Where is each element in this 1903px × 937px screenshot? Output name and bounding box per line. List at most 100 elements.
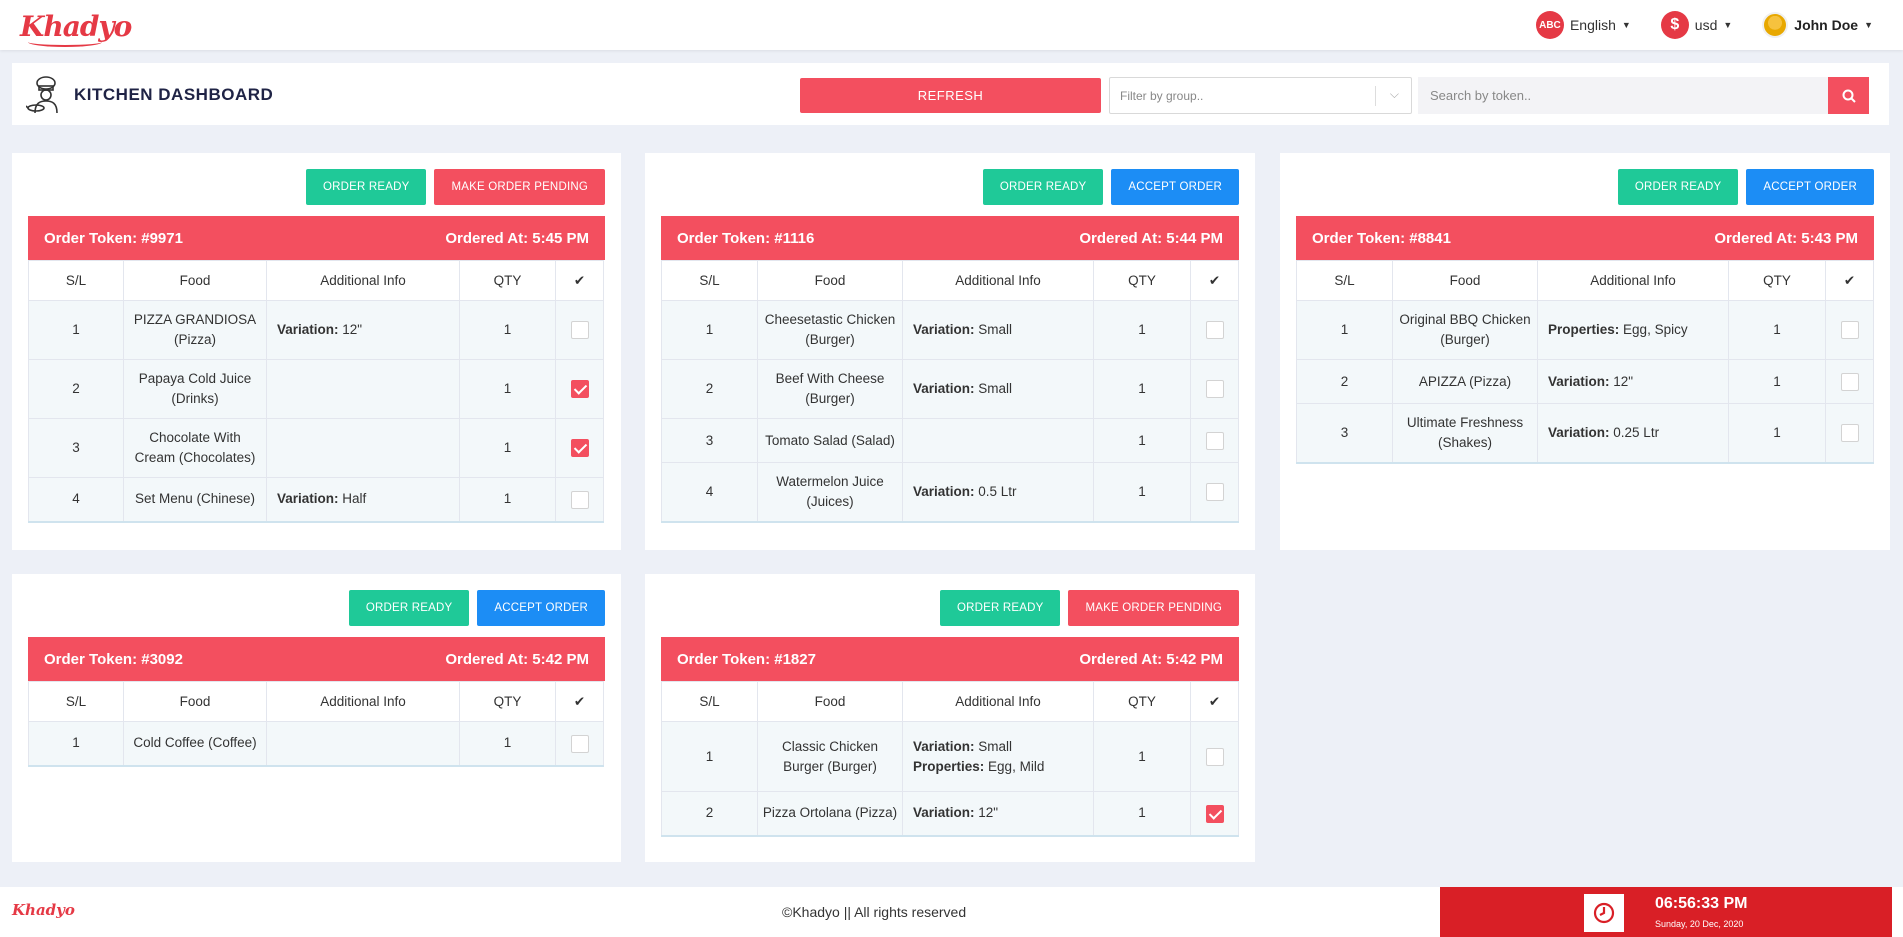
select-separator bbox=[1375, 86, 1376, 106]
item-done-checkbox[interactable] bbox=[570, 490, 589, 509]
order-items-table: S/L Food Additional Info QTY ✔ 1 Cheeset… bbox=[661, 260, 1239, 523]
item-done-checkbox[interactable] bbox=[1840, 321, 1859, 340]
item-qty: 1 bbox=[459, 300, 556, 360]
col-qty: QTY bbox=[1728, 260, 1826, 301]
item-done-checkbox[interactable] bbox=[570, 439, 589, 458]
additional-info-line: Variation: 0.5 Ltr bbox=[913, 482, 1089, 502]
order-token: Order Token: #9971 bbox=[44, 229, 183, 247]
make-order-pending-button[interactable]: MAKE ORDER PENDING bbox=[434, 169, 605, 205]
order-ready-button[interactable]: ORDER READY bbox=[939, 590, 1061, 626]
checkmark-icon: ✔ bbox=[1208, 693, 1221, 709]
order-ready-button[interactable]: ORDER READY bbox=[1617, 169, 1739, 205]
order-header: Order Token: #8841 Ordered At: 5:43 PM bbox=[1296, 216, 1874, 260]
info-value: Half bbox=[342, 491, 367, 507]
additional-info-line: Variation: 12" bbox=[277, 320, 455, 340]
info-key: Variation: bbox=[913, 381, 975, 396]
item-additional-info: Variation: 12" bbox=[902, 791, 1094, 837]
item-additional-info bbox=[902, 418, 1094, 463]
user-menu[interactable]: John Doe ▼ bbox=[1762, 12, 1873, 38]
item-additional-info: Variation: 12" bbox=[266, 300, 460, 360]
item-done-checkbox[interactable] bbox=[1205, 431, 1224, 450]
item-qty: 1 bbox=[1093, 791, 1191, 837]
table-header-row: S/L Food Additional Info QTY ✔ bbox=[661, 260, 1239, 301]
table-row: 2 Beef With Cheese (Burger) Variation: S… bbox=[661, 359, 1239, 419]
currency-dropdown[interactable]: $ usd ▼ bbox=[1660, 11, 1733, 39]
item-qty: 1 bbox=[1093, 721, 1191, 792]
accept-order-button[interactable]: ACCEPT ORDER bbox=[477, 590, 605, 626]
caret-down-icon: ▼ bbox=[1864, 20, 1873, 30]
brand-logo[interactable]: Khadyo bbox=[20, 10, 132, 47]
item-sl: 1 bbox=[28, 300, 124, 360]
group-filter-select[interactable]: Filter by group.. ⌵ bbox=[1109, 77, 1412, 114]
search-icon bbox=[1842, 89, 1856, 103]
item-qty: 1 bbox=[1093, 359, 1191, 419]
item-food: Watermelon Juice (Juices) bbox=[757, 462, 903, 523]
checkmark-icon: ✔ bbox=[573, 693, 586, 709]
order-card: ORDER READY ACCEPT ORDER Order Token: #3… bbox=[12, 574, 621, 862]
info-key: Variation: bbox=[1548, 424, 1610, 440]
order-actions: ORDER READY ACCEPT ORDER bbox=[982, 169, 1239, 205]
footer-logo: Khadyo bbox=[12, 901, 75, 919]
order-actions: ORDER READY MAKE ORDER PENDING bbox=[305, 169, 605, 205]
col-food: Food bbox=[123, 681, 267, 722]
item-check-cell bbox=[1190, 359, 1239, 419]
item-sl: 1 bbox=[661, 300, 758, 360]
top-navbar: Khadyo ABC English ▼ $ usd ▼ John Doe ▼ bbox=[0, 0, 1903, 50]
item-done-checkbox[interactable] bbox=[1840, 372, 1859, 391]
item-done-checkbox[interactable] bbox=[1205, 321, 1224, 340]
token-search-input[interactable] bbox=[1418, 77, 1828, 114]
item-done-checkbox[interactable] bbox=[1205, 804, 1224, 823]
order-time: Ordered At: 5:42 PM bbox=[1079, 650, 1223, 668]
refresh-button[interactable]: REFRESH bbox=[800, 78, 1101, 113]
info-value: Egg, Mild bbox=[988, 758, 1045, 774]
item-done-checkbox[interactable] bbox=[1205, 483, 1224, 502]
col-info: Additional Info bbox=[902, 681, 1094, 722]
accept-order-button[interactable]: ACCEPT ORDER bbox=[1746, 169, 1874, 205]
order-header: Order Token: #9971 Ordered At: 5:45 PM bbox=[28, 216, 605, 260]
nav-right: ABC English ▼ $ usd ▼ John Doe ▼ bbox=[1535, 10, 1873, 40]
item-qty: 1 bbox=[1728, 359, 1826, 404]
info-key: Variation: bbox=[913, 738, 975, 754]
item-check-cell bbox=[1825, 300, 1874, 360]
order-token: Order Token: #1116 bbox=[677, 229, 815, 247]
item-food: Cold Coffee (Coffee) bbox=[123, 721, 267, 767]
make-order-pending-button[interactable]: MAKE ORDER PENDING bbox=[1068, 590, 1239, 626]
item-check-cell bbox=[555, 477, 604, 523]
item-done-checkbox[interactable] bbox=[1205, 747, 1224, 766]
item-food: Original BBQ Chicken (Burger) bbox=[1392, 300, 1538, 360]
col-sl: S/L bbox=[28, 260, 124, 301]
order-ready-button[interactable]: ORDER READY bbox=[982, 169, 1104, 205]
order-ready-button[interactable]: ORDER READY bbox=[305, 169, 427, 205]
language-dropdown[interactable]: ABC English ▼ bbox=[1535, 11, 1631, 39]
item-food: Beef With Cheese (Burger) bbox=[757, 359, 903, 419]
item-sl: 3 bbox=[661, 418, 758, 463]
additional-info-line: Variation: Small bbox=[913, 379, 1089, 399]
info-value: Small bbox=[978, 381, 1013, 396]
caret-down-icon: ▼ bbox=[1723, 20, 1733, 30]
item-done-checkbox[interactable] bbox=[570, 734, 589, 753]
item-additional-info: Variation: Small bbox=[902, 359, 1094, 419]
table-row: 3 Chocolate With Cream (Chocolates) 1 bbox=[28, 418, 604, 478]
item-done-checkbox[interactable] bbox=[570, 321, 589, 340]
item-done-checkbox[interactable] bbox=[1840, 424, 1859, 443]
current-date: Sunday, 20 Dec, 2020 bbox=[1655, 919, 1744, 929]
chevron-down-icon: ⌵ bbox=[1389, 87, 1399, 101]
order-time: Ordered At: 5:42 PM bbox=[445, 650, 589, 668]
table-row: 2 APIZZA (Pizza) Variation: 12" 1 bbox=[1296, 359, 1874, 404]
order-header: Order Token: #1116 Ordered At: 5:44 PM bbox=[661, 216, 1239, 260]
order-card: ORDER READY ACCEPT ORDER Order Token: #8… bbox=[1280, 153, 1890, 550]
item-sl: 2 bbox=[661, 791, 758, 837]
order-ready-button[interactable]: ORDER READY bbox=[348, 590, 470, 626]
search-button[interactable] bbox=[1828, 77, 1869, 114]
additional-info-line: Variation: 12" bbox=[913, 803, 1089, 823]
item-check-cell bbox=[555, 300, 604, 360]
accept-order-button[interactable]: ACCEPT ORDER bbox=[1111, 169, 1239, 205]
item-check-cell bbox=[1190, 418, 1239, 463]
item-done-checkbox[interactable] bbox=[1205, 380, 1224, 399]
item-sl: 1 bbox=[661, 721, 758, 792]
item-done-checkbox[interactable] bbox=[570, 380, 589, 399]
item-check-cell bbox=[555, 418, 604, 478]
item-sl: 2 bbox=[1296, 359, 1393, 404]
table-row: 4 Watermelon Juice (Juices) Variation: 0… bbox=[661, 462, 1239, 523]
col-info: Additional Info bbox=[1537, 260, 1729, 301]
